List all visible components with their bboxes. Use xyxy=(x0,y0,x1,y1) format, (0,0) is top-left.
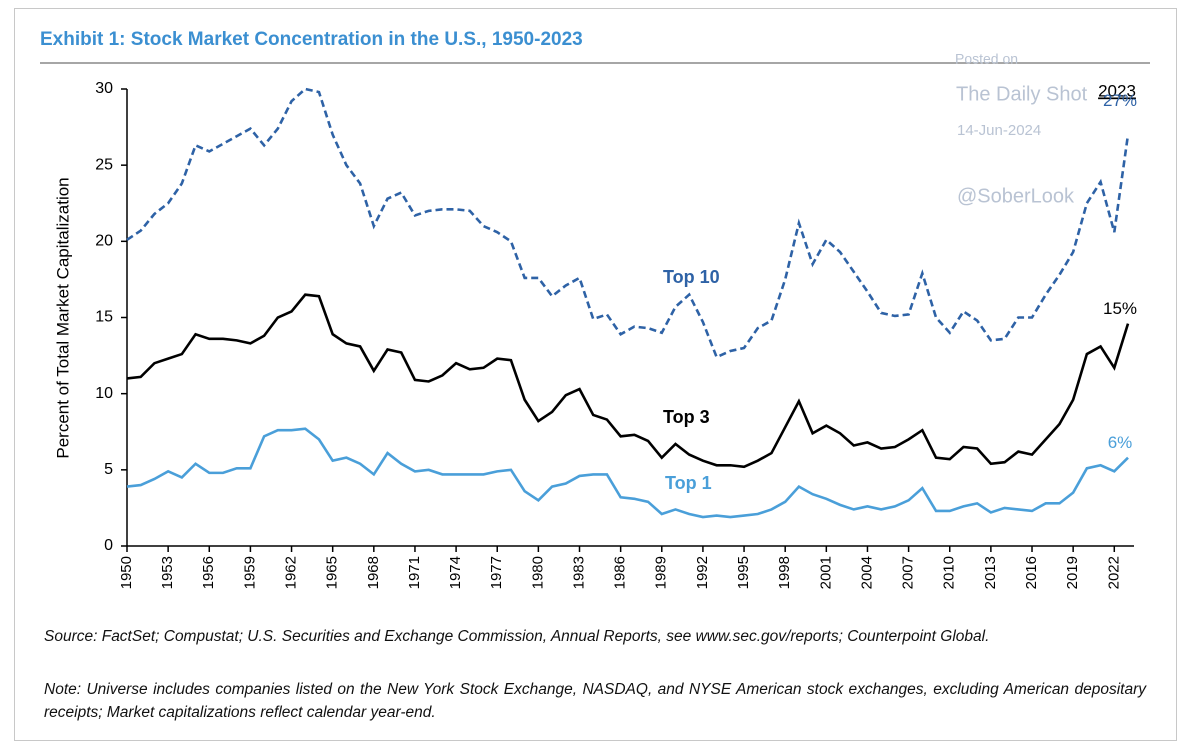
x-tick-label: 1977 xyxy=(488,556,505,589)
note: Note: Universe includes companies listed… xyxy=(44,681,1146,721)
x-tick-label: 2013 xyxy=(982,556,999,589)
chart-title: Exhibit 1: Stock Market Concentration in… xyxy=(40,29,583,50)
watermark: @SoberLook xyxy=(957,185,1075,207)
x-tick-label: 2019 xyxy=(1064,556,1081,589)
y-tick-label: 20 xyxy=(95,233,113,250)
x-tick-label: 2001 xyxy=(817,556,834,589)
series-line xyxy=(126,293,1130,469)
x-tick-label: 1953 xyxy=(159,556,176,589)
value-label: 6% xyxy=(1108,433,1133,452)
series-line xyxy=(126,427,1129,519)
x-tick-label: 1968 xyxy=(365,556,382,589)
x-tick-label: 1974 xyxy=(447,556,464,589)
value-label: 15% xyxy=(1103,299,1137,318)
value-label: 27% xyxy=(1103,91,1137,110)
x-tick-label: 1962 xyxy=(283,556,300,589)
x-tick-label: 1983 xyxy=(570,556,587,589)
x-tick-label: 2010 xyxy=(941,556,958,589)
y-tick-label: 15 xyxy=(95,309,113,326)
watermark: Posted on xyxy=(955,51,1018,67)
x-tick-label: 1989 xyxy=(653,556,670,589)
x-tick-label: 2004 xyxy=(858,556,875,589)
x-tick-label: 1956 xyxy=(200,556,217,589)
x-tick-label: 1986 xyxy=(612,556,629,589)
x-tick-label: 1950 xyxy=(118,556,135,589)
y-axis-label: Percent of Total Market Capitalization xyxy=(53,177,72,458)
series-name: Top 1 xyxy=(665,473,712,493)
y-tick-label: 10 xyxy=(95,385,113,402)
series-name: Top 10 xyxy=(663,267,720,287)
x-tick-label: 1959 xyxy=(241,556,258,589)
x-tick-label: 1971 xyxy=(406,556,423,589)
y-tick-label: 5 xyxy=(104,461,113,478)
x-tick-label: 1992 xyxy=(694,556,711,589)
y-tick-label: 30 xyxy=(95,80,113,97)
source-note: Source: FactSet; Compustat; U.S. Securit… xyxy=(44,628,990,645)
watermark: 14-Jun-2024 xyxy=(957,122,1041,139)
series-line xyxy=(126,87,1130,359)
y-tick-label: 25 xyxy=(95,156,113,173)
series-name: Top 3 xyxy=(663,407,710,427)
x-tick-label: 2016 xyxy=(1023,556,1040,589)
label-backdrop xyxy=(1090,80,1145,104)
x-tick-label: 2022 xyxy=(1105,556,1122,589)
x-tick-label: 1995 xyxy=(735,556,752,589)
watermark: The Daily Shot xyxy=(956,83,1088,105)
frame xyxy=(14,8,1177,741)
x-tick-label: 1980 xyxy=(529,556,546,589)
x-tick-label: 1998 xyxy=(776,556,793,589)
x-tick-label: 1965 xyxy=(324,556,341,589)
y-tick-label: 0 xyxy=(104,537,113,554)
year-label: 2023 xyxy=(1098,81,1136,100)
x-tick-label: 2007 xyxy=(900,556,917,589)
